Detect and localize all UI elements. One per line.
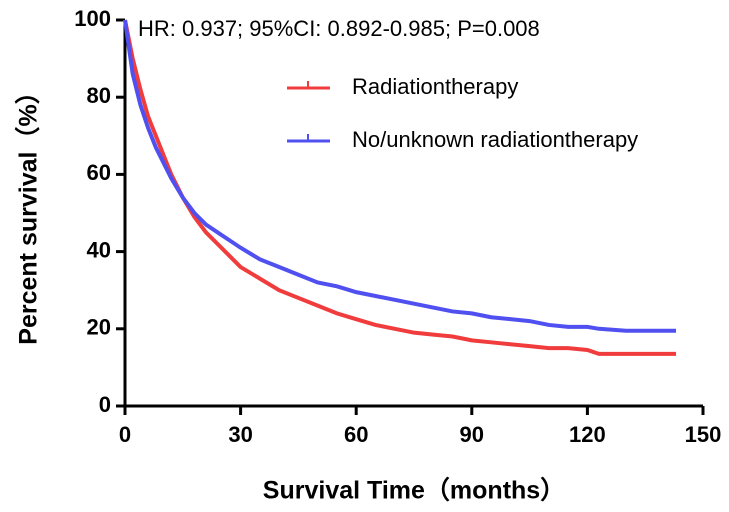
annotation: HR: 0.937; 95%CI: 0.892-0.985; P=0.008	[138, 16, 540, 41]
y-tick-label: 60	[87, 160, 111, 185]
legend-label: No/unknown radiationtherapy	[352, 127, 638, 152]
y-tick-label: 0	[99, 392, 111, 417]
y-tick-label: 80	[87, 83, 111, 108]
survival-curve	[123, 19, 677, 333]
x-axis-title: Survival Time（months）	[263, 476, 565, 505]
x-tick-label: 0	[119, 422, 131, 447]
y-tick-label: 20	[87, 315, 111, 340]
y-tick-label: 40	[87, 237, 111, 262]
x-tick-label: 30	[228, 422, 252, 447]
x-tick-label: 120	[569, 422, 606, 447]
y-axis-title: Percent survival（%）	[14, 79, 43, 344]
legend-label: Radiationtherapy	[352, 74, 518, 99]
x-tick-label: 60	[344, 422, 368, 447]
survival-curve	[123, 19, 677, 356]
x-tick-label: 90	[460, 422, 484, 447]
x-tick-label: 150	[685, 422, 722, 447]
y-tick-label: 100	[74, 6, 111, 31]
